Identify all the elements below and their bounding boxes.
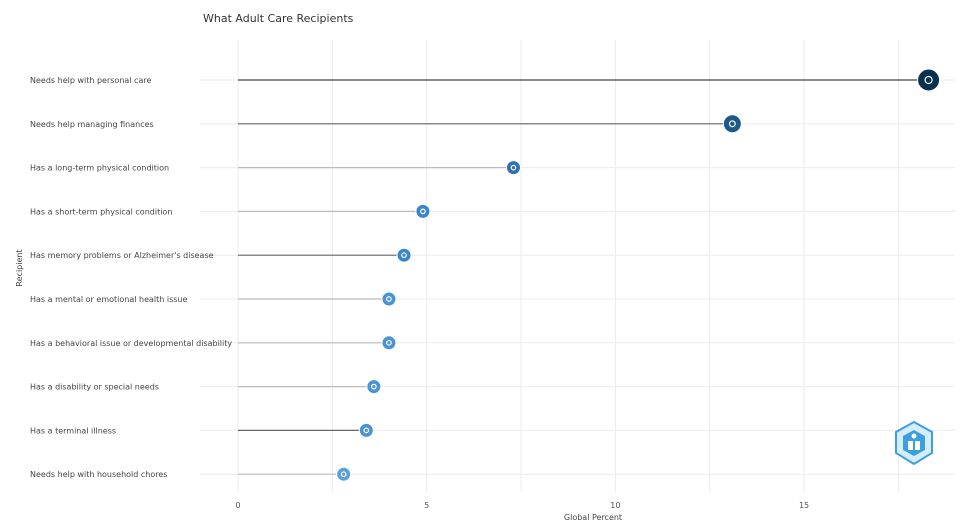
lollipop-point (381, 335, 397, 351)
x-tick-label: 5 (424, 501, 429, 510)
x-tick-label: 0 (235, 501, 240, 510)
lollipop-point-inner (386, 339, 392, 346)
lollipop-point (336, 466, 352, 482)
lollipop-point-inner (386, 296, 392, 302)
lollipop-point (381, 291, 397, 307)
lollipop-point-inner (371, 383, 377, 390)
lollipop-point (366, 379, 382, 395)
category-label: Has a behavioral issue or developmental … (30, 339, 232, 348)
category-label: Needs help managing finances (30, 120, 154, 129)
chart-title: What Adult Care Recipients (203, 12, 354, 25)
category-label: Needs help with household chores (30, 470, 167, 479)
category-label: Has a long-term physical condition (30, 164, 169, 173)
category-label: Has a short-term physical condition (30, 207, 172, 216)
category-label: Has a disability or special needs (30, 383, 159, 392)
points (336, 68, 941, 482)
lollipop-point (396, 247, 412, 263)
lollipop-point (917, 68, 941, 92)
x-tick-labels: 0 5 10 15 (235, 501, 809, 510)
x-axis-title: Global Percent (564, 513, 622, 522)
category-labels: Needs help with personal care Needs help … (30, 76, 232, 479)
shield-logo-icon (895, 420, 933, 466)
x-tick-label: 10 (610, 501, 620, 510)
x-tick-label: 15 (799, 501, 809, 510)
lollipop-point (505, 160, 521, 176)
lollipop-point-inner (510, 164, 517, 171)
lollipop-point (722, 114, 742, 134)
lollipop-point-inner (401, 252, 407, 259)
lollipop-point (358, 422, 374, 438)
y-axis-title: Recipient (15, 249, 24, 286)
lollipop-point-inner (340, 471, 347, 478)
category-label: Has memory problems or Alzheimer's disea… (30, 251, 214, 260)
lollipop-point-inner (728, 120, 736, 128)
category-label: Has a mental or emotional health issue (30, 295, 187, 304)
category-label: Needs help with personal care (30, 76, 151, 85)
lollipop-point-inner (420, 208, 426, 215)
lollipop-point-inner (363, 427, 370, 434)
category-label: Has a terminal illness (30, 426, 116, 435)
grid (200, 40, 955, 492)
lollipop-point-inner (924, 75, 933, 85)
lollipop-point (415, 203, 431, 219)
stems (238, 79, 929, 475)
